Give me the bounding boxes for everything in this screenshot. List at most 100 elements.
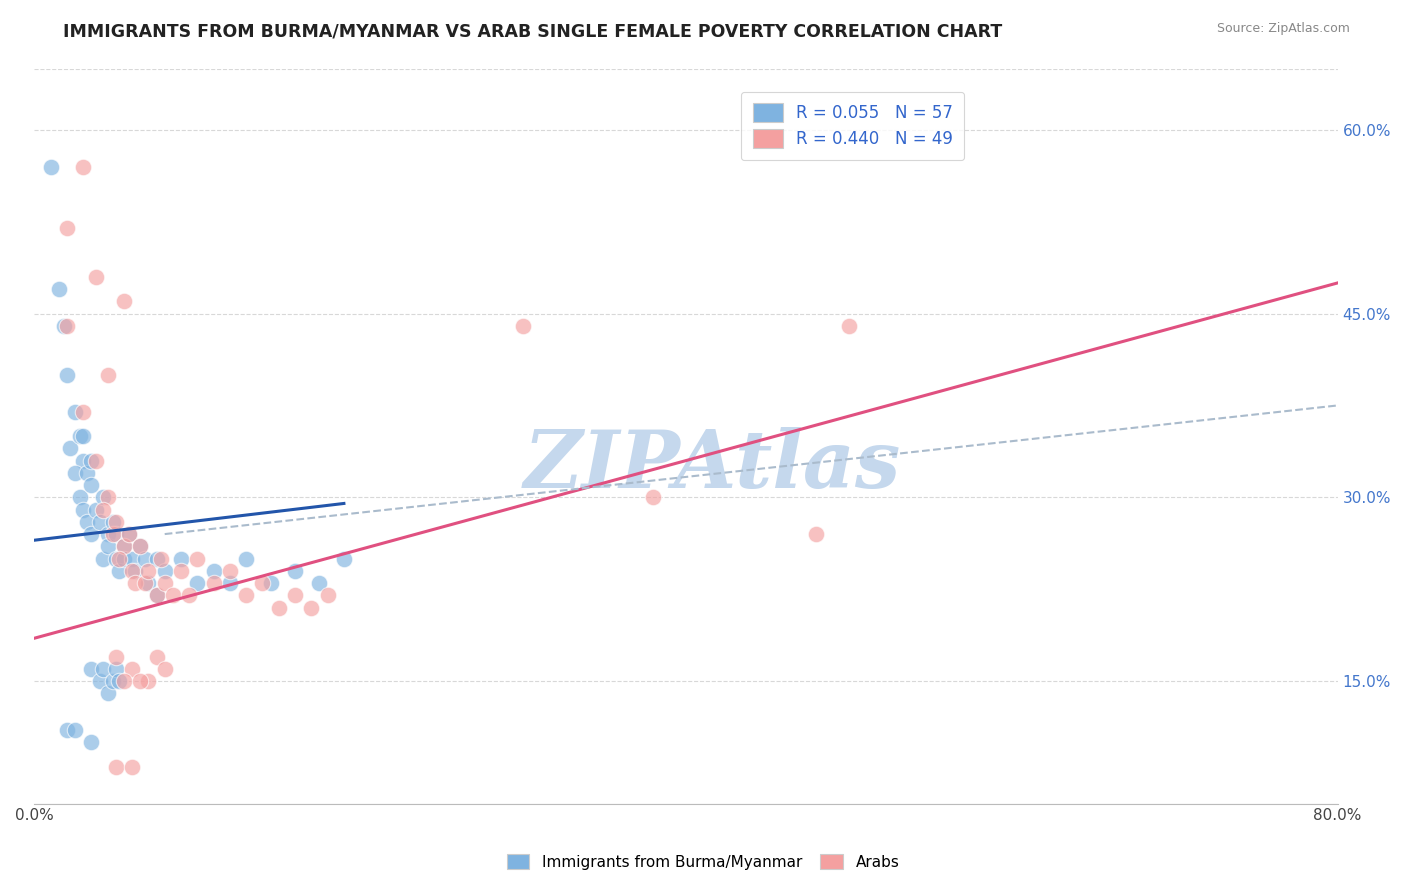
Point: [56, 318, 79, 333]
Point: [218, 576, 240, 591]
Point: [80, 453, 103, 467]
Point: [112, 674, 135, 689]
Point: [162, 588, 184, 602]
Point: [179, 588, 201, 602]
Point: [108, 564, 131, 578]
Point: [838, 318, 860, 333]
Point: [121, 551, 143, 566]
Point: [72, 404, 94, 418]
Point: [150, 551, 173, 566]
Point: [252, 576, 274, 591]
Point: [91, 491, 114, 505]
Point: [97, 491, 120, 505]
Point: [56, 368, 79, 382]
Point: [89, 515, 111, 529]
Point: [84, 453, 107, 467]
Text: Source: ZipAtlas.com: Source: ZipAtlas.com: [1216, 22, 1350, 36]
Point: [72, 429, 94, 443]
Point: [108, 674, 131, 689]
Point: [118, 527, 141, 541]
Point: [104, 527, 127, 541]
Point: [101, 674, 124, 689]
Point: [145, 551, 167, 566]
Point: [59, 442, 82, 456]
Point: [84, 269, 107, 284]
Point: [308, 576, 330, 591]
Point: [72, 160, 94, 174]
Point: [643, 491, 665, 505]
Point: [84, 502, 107, 516]
Point: [80, 478, 103, 492]
Point: [134, 551, 156, 566]
Point: [101, 527, 124, 541]
Point: [145, 649, 167, 664]
Point: [76, 515, 98, 529]
Point: [202, 576, 225, 591]
Point: [91, 551, 114, 566]
Point: [112, 294, 135, 309]
Point: [52, 318, 75, 333]
Point: [104, 649, 127, 664]
Legend: R = 0.055   N = 57, R = 0.440   N = 49: R = 0.055 N = 57, R = 0.440 N = 49: [741, 92, 965, 160]
Point: [118, 527, 141, 541]
Point: [138, 576, 160, 591]
Point: [134, 576, 156, 591]
Point: [39, 160, 62, 174]
Point: [101, 515, 124, 529]
Point: [72, 502, 94, 516]
Point: [202, 564, 225, 578]
Point: [104, 551, 127, 566]
Point: [284, 564, 307, 578]
Point: [284, 588, 307, 602]
Point: [129, 539, 152, 553]
Point: [333, 551, 356, 566]
Point: [80, 735, 103, 749]
Point: [153, 564, 176, 578]
Point: [512, 318, 534, 333]
Point: [145, 588, 167, 602]
Point: [124, 576, 146, 591]
Point: [112, 539, 135, 553]
Point: [259, 576, 281, 591]
Point: [97, 527, 120, 541]
Point: [235, 588, 257, 602]
Point: [121, 760, 143, 774]
Point: [218, 564, 240, 578]
Point: [108, 551, 131, 566]
Point: [63, 404, 86, 418]
Point: [121, 662, 143, 676]
Point: [80, 527, 103, 541]
Point: [48, 282, 70, 296]
Point: [129, 674, 152, 689]
Point: [97, 686, 120, 700]
Point: [69, 429, 91, 443]
Point: [104, 662, 127, 676]
Point: [186, 576, 208, 591]
Point: [170, 551, 193, 566]
Point: [121, 564, 143, 578]
Point: [97, 368, 120, 382]
Point: [138, 674, 160, 689]
Text: IMMIGRANTS FROM BURMA/MYANMAR VS ARAB SINGLE FEMALE POVERTY CORRELATION CHART: IMMIGRANTS FROM BURMA/MYANMAR VS ARAB SI…: [63, 22, 1002, 40]
Point: [170, 564, 193, 578]
Point: [235, 551, 257, 566]
Point: [186, 551, 208, 566]
Point: [267, 600, 290, 615]
Point: [80, 662, 103, 676]
Point: [72, 453, 94, 467]
Point: [806, 527, 828, 541]
Point: [112, 539, 135, 553]
Point: [97, 539, 120, 553]
Point: [129, 539, 152, 553]
Point: [104, 515, 127, 529]
Point: [104, 760, 127, 774]
Point: [145, 588, 167, 602]
Point: [91, 502, 114, 516]
Point: [299, 600, 322, 615]
Point: [91, 662, 114, 676]
Point: [56, 723, 79, 738]
Point: [56, 220, 79, 235]
Legend: Immigrants from Burma/Myanmar, Arabs: Immigrants from Burma/Myanmar, Arabs: [499, 846, 907, 877]
Point: [112, 551, 135, 566]
Point: [124, 564, 146, 578]
